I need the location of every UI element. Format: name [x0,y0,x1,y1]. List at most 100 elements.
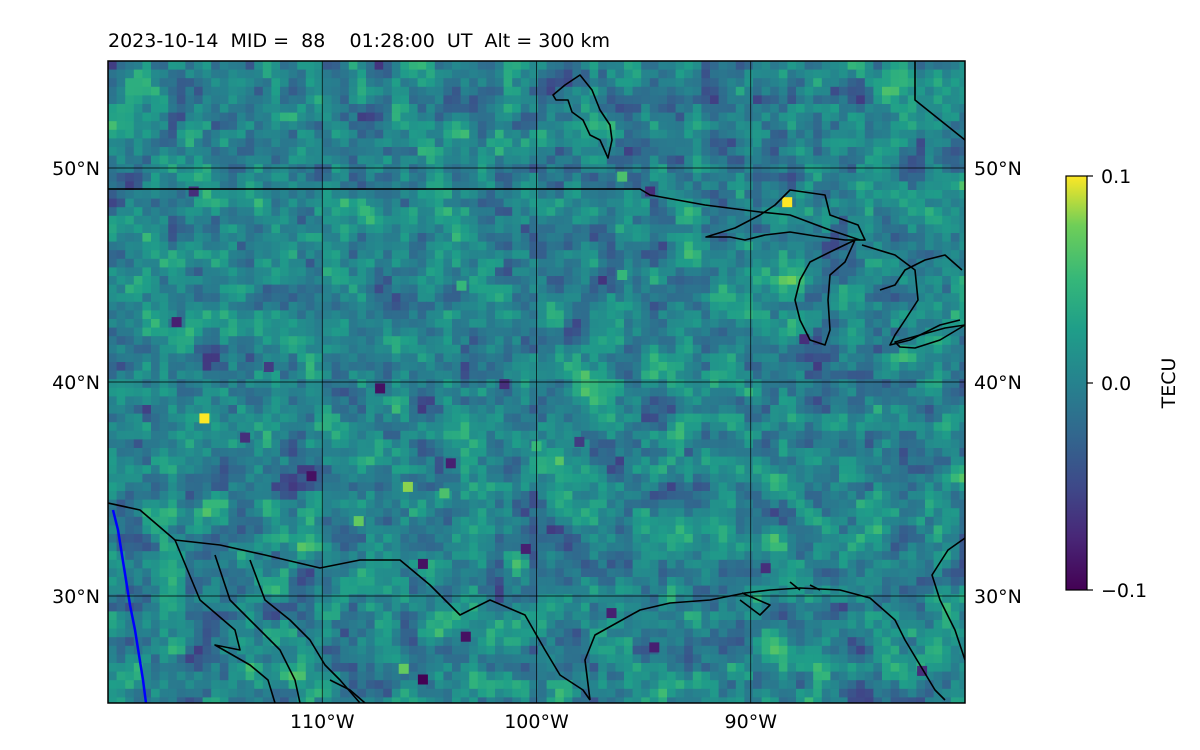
heatmap-cell [400,456,410,466]
heatmap-cell [280,181,290,191]
heatmap-cell [684,190,694,200]
heatmap-cell [443,121,453,131]
heatmap-cell [348,284,358,294]
heatmap-cell [366,396,376,406]
heatmap-cell [907,190,917,200]
heatmap-cell [400,121,410,131]
heatmap-cell [546,284,556,294]
heatmap-cell [159,129,169,139]
heatmap-cell [237,387,247,397]
heatmap-cell [434,344,444,354]
heatmap-cell [933,181,943,191]
heatmap-cell [434,301,444,311]
heatmap-cell [890,69,900,79]
heatmap-cell [787,129,797,139]
heatmap-cell [821,370,831,380]
heatmap-cell [589,293,599,303]
heatmap-cell [667,181,677,191]
heatmap-cell [538,456,548,466]
heatmap-cell [675,405,685,415]
heatmap-cell [753,78,763,88]
heatmap-cell [409,224,419,234]
heatmap-cell [271,482,281,492]
heatmap-cell [202,405,212,415]
heatmap-cell [469,86,479,96]
heatmap-cell [675,129,685,139]
heatmap-cell [452,164,462,174]
heatmap-cell [658,405,668,415]
heatmap-cell [907,405,917,415]
heatmap-cell [520,215,530,225]
heatmap-cell [125,439,135,449]
heatmap-cell [288,104,298,114]
heatmap-cell [495,439,505,449]
heatmap-cell [477,336,487,346]
heatmap-cell [761,293,771,303]
heatmap-cell [950,370,960,380]
heatmap-cell [305,284,315,294]
heatmap-cell [409,422,419,432]
heatmap-cell [615,155,625,165]
heatmap-cell [684,448,694,458]
heatmap-cell [314,181,324,191]
heatmap-cell [641,207,651,217]
heatmap-cell [366,336,376,346]
heatmap-cell [211,379,221,389]
heatmap-cell [340,104,350,114]
heatmap-cell [254,456,264,466]
heatmap-cell [770,430,780,440]
heatmap-cell [589,327,599,337]
heatmap-cell [718,198,728,208]
heatmap-cell [520,164,530,174]
heatmap-cell [228,215,238,225]
heatmap-cell [890,370,900,380]
heatmap-cell [383,129,393,139]
heatmap-cell [202,61,212,71]
heatmap-cell [847,379,857,389]
heatmap-cell [770,405,780,415]
heatmap-cell [890,276,900,286]
heatmap-cell [959,61,965,71]
heatmap-cell [581,95,591,105]
heatmap-cell [469,164,479,174]
heatmap-cell [727,387,737,397]
heatmap-cell [305,336,315,346]
heatmap-cell [340,327,350,337]
heatmap-cell [796,121,806,131]
heatmap-cell [237,267,247,277]
heatmap-cell [546,95,556,105]
heatmap-cell [426,353,436,363]
heatmap-cell [254,155,264,165]
heatmap-cell [366,370,376,380]
heatmap-cell [503,164,513,174]
heatmap-cell [933,430,943,440]
heatmap-cell [159,164,169,174]
heatmap-cell [151,310,161,320]
heatmap-cell [864,198,874,208]
heatmap-cell [383,448,393,458]
heatmap-cell [142,370,152,380]
heatmap-cell [486,456,496,466]
heatmap-cell [581,172,591,182]
heatmap-cell [495,336,505,346]
heatmap-cell [933,241,943,251]
heatmap-cell [907,396,917,406]
heatmap-cell [237,293,247,303]
heatmap-cell [813,250,823,260]
heatmap-cell [796,465,806,475]
heatmap-cell [796,439,806,449]
heatmap-cell [770,482,780,492]
heatmap-cell [529,61,539,71]
heatmap-cell [383,61,393,71]
heatmap-cell [606,181,616,191]
heatmap-cell [194,164,204,174]
heatmap-cell [159,353,169,363]
heatmap-cell [383,69,393,79]
heatmap-cell [907,258,917,268]
heatmap-cell [925,207,935,217]
heatmap-cell [710,207,720,217]
heatmap-cell [211,267,221,277]
heatmap-cell [168,138,178,148]
heatmap-cell [228,104,238,114]
heatmap-cell [254,473,264,483]
